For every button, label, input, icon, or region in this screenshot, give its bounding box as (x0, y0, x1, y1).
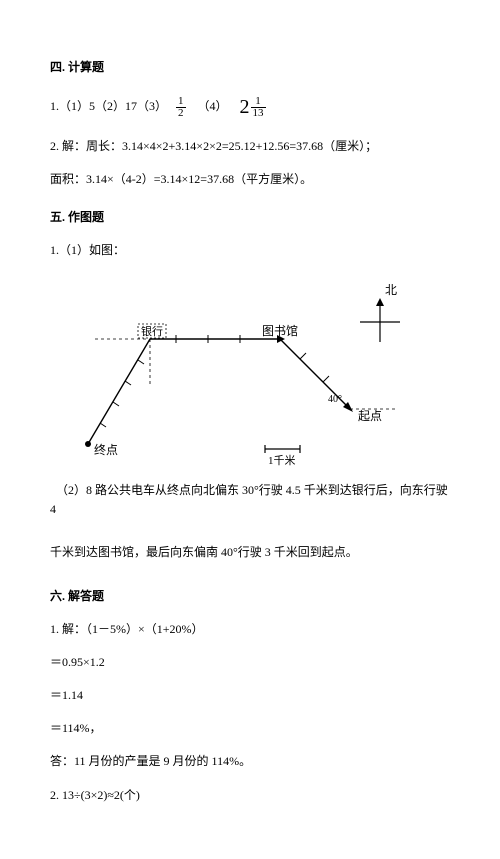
s4-q1-part-b: （4） (198, 99, 228, 113)
bank-label: 银行 (141, 324, 163, 338)
s5-q1-intro: 1.（1）如图： (50, 241, 450, 260)
s4-q2-line2: 面积：3.14×（4-2）=3.14×12=37.68（平方厘米）。 (50, 170, 450, 189)
frac-num: 1 (251, 96, 266, 108)
library-label: 图书馆 (262, 323, 298, 338)
s4-q1-part-a: 1.（1）5（2）17（3） (50, 99, 167, 113)
mixed-whole: 2 (240, 91, 250, 123)
s6-l3: ＝1.14 (50, 686, 450, 705)
s6-l5: 答：11 月份的产量是 9 月份的 114%。 (50, 752, 450, 771)
s6-l6: 2. 13÷(3×2)≈2(个) (50, 786, 450, 805)
section-4-title: 四. 计算题 (50, 58, 450, 77)
start-label: 起点 (358, 409, 382, 423)
frac-den: 2 (176, 108, 186, 119)
end-label: 终点 (94, 442, 118, 457)
s6-l1: 1. 解：（1－5%）×（1+20%） (50, 620, 450, 639)
s5-q1-p2: （2）8 路公共电车从终点向北偏东 30°行驶 4.5 千米到达银行后，向东行驶… (50, 481, 450, 519)
s4-q1-frac1: 1 2 (176, 96, 186, 119)
mixed-frac: 1 13 (251, 96, 266, 119)
section-6-title: 六. 解答题 (50, 587, 450, 606)
section-5-title: 五. 作图题 (50, 208, 450, 227)
frac-num: 1 (176, 96, 186, 108)
north-label: 北 (385, 283, 397, 297)
s6-l4: ＝114%， (50, 719, 450, 738)
s5-q1-p3: 千米到达图书馆，最后向东偏南 40°行驶 3 千米回到起点。 (50, 543, 450, 562)
s4-q2-line1: 2. 解：周长：3.14×4×2+3.14×2×2=25.12+12.56=37… (50, 137, 450, 156)
s6-l2: ＝0.95×1.2 (50, 653, 450, 672)
s4-q1-mixed: 2 1 13 (240, 91, 266, 123)
route-diagram: 北 终点 银行 图书馆 40° 起点 1千米 (50, 274, 440, 469)
angle-label: 40° (328, 394, 342, 405)
frac-den: 13 (251, 108, 266, 119)
scale-label: 1千米 (268, 454, 296, 467)
s4-q1: 1.（1）5（2）17（3） 1 2 （4） 2 1 13 (50, 91, 450, 123)
